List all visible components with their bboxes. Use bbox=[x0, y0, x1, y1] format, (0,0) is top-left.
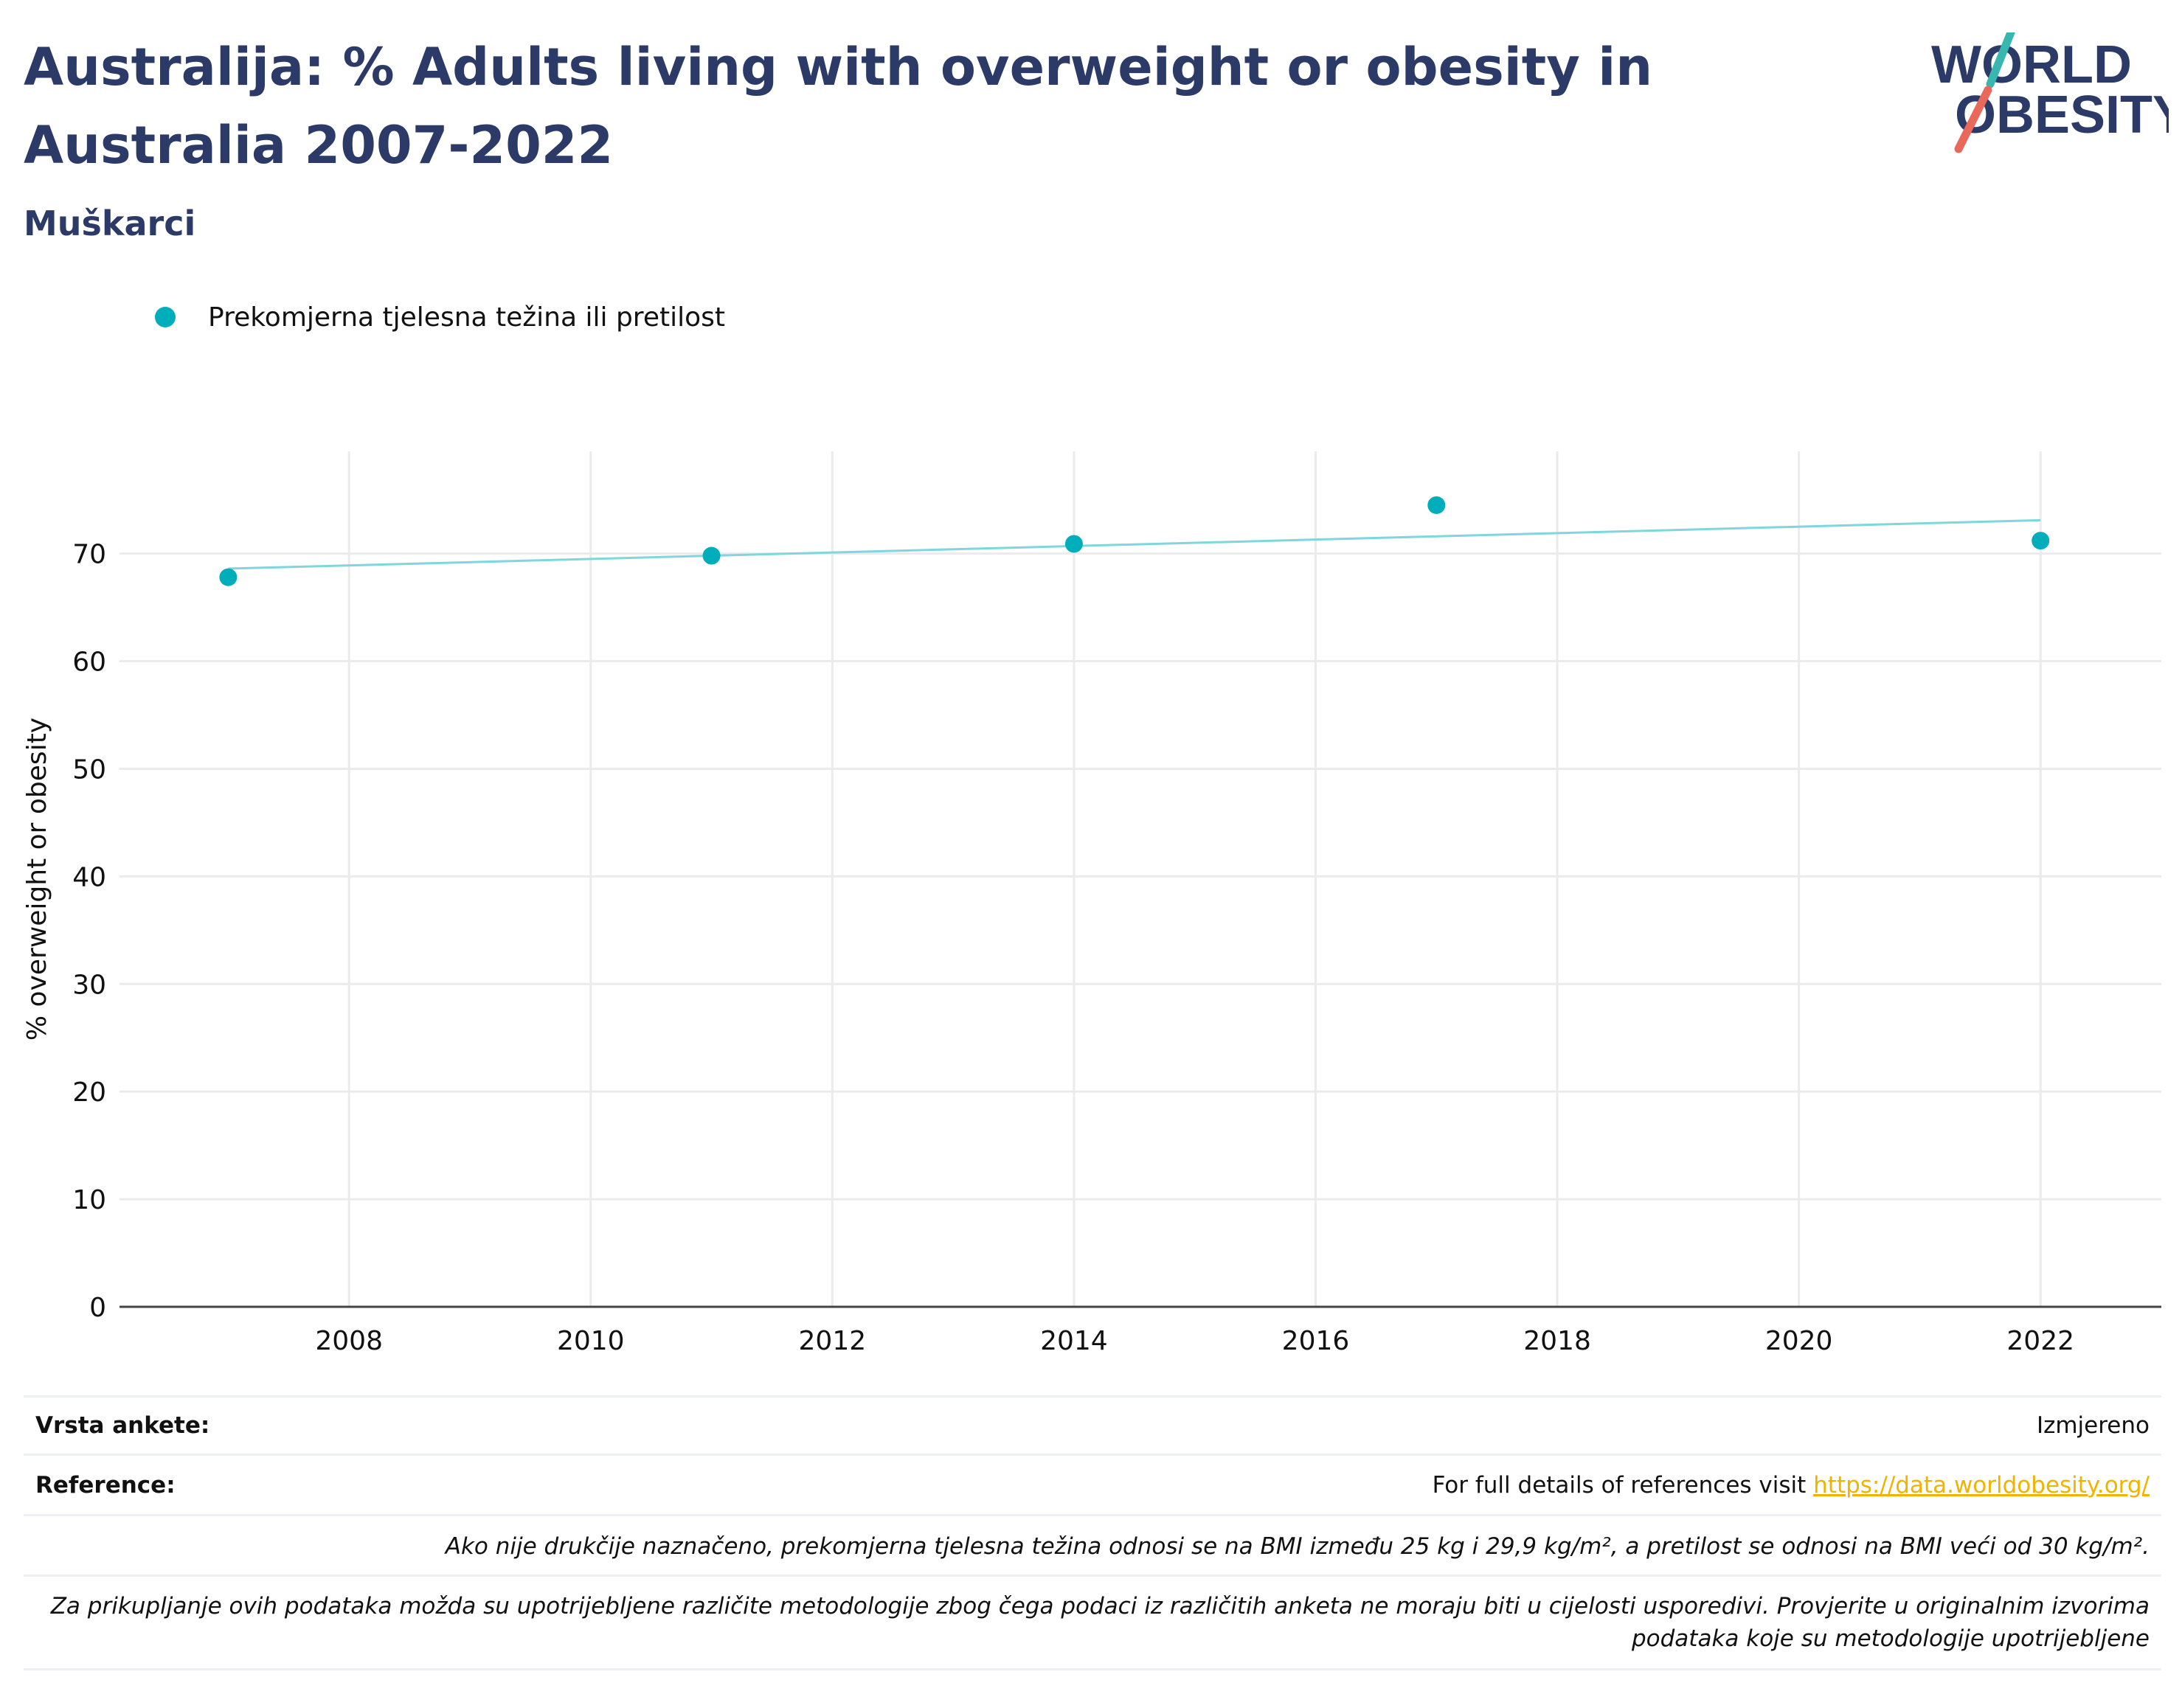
axis-layer: 0 10 20 30 40 50 60 70 2008 2010 2012 2014 2016 2018 2… bbox=[72, 540, 2161, 1356]
references-text: For full details of references visit bbox=[1432, 1471, 1814, 1499]
y-tick-label: 0 bbox=[89, 1293, 106, 1323]
grid-layer bbox=[120, 451, 2161, 1307]
points-layer bbox=[219, 496, 2050, 586]
y-tick-label: 50 bbox=[72, 754, 106, 785]
trend-layer bbox=[228, 518, 2041, 570]
y-tick-label: 30 bbox=[72, 970, 106, 1000]
trend-line bbox=[228, 518, 2041, 570]
scatter-chart: 0 10 20 30 40 50 60 70 2008 2010 2012 2014 2016 2018 2… bbox=[22, 451, 2161, 1356]
x-tick-label: 2012 bbox=[799, 1326, 867, 1356]
references-row: Reference: For full details of reference… bbox=[24, 1456, 2161, 1516]
legend-label: Prekomjerna tjelesna težina ili pretilos… bbox=[208, 302, 725, 333]
data-point bbox=[702, 546, 721, 565]
chart-subtitle: Muškarci bbox=[24, 204, 196, 243]
survey-type-label: Vrsta ankete: bbox=[35, 1412, 210, 1439]
data-point bbox=[1064, 535, 1083, 553]
x-tick-label: 2016 bbox=[1282, 1326, 1350, 1356]
world-obesity-logo: WORLD OBESITY bbox=[1931, 32, 2169, 153]
y-tick-label: 10 bbox=[72, 1185, 106, 1215]
y-axis-label: % overweight or obesity bbox=[22, 718, 52, 1041]
methodology-note-line2: podataka koje su metodologije upotrijebl… bbox=[1631, 1625, 2150, 1652]
x-tick-label: 2018 bbox=[1523, 1326, 1591, 1356]
x-tick-label: 2022 bbox=[2006, 1326, 2074, 1356]
data-point bbox=[2032, 532, 2050, 550]
logo-word-obesity: OBESITY bbox=[1955, 86, 2169, 145]
methodology-note-line1: Za prikupljanje ovih podataka možda su u… bbox=[50, 1593, 2150, 1620]
chart-title: Australija: % Adults living with overwei… bbox=[24, 37, 1653, 176]
survey-type-row: Vrsta ankete: Izmjereno bbox=[24, 1395, 2161, 1456]
references-text-wrap: For full details of references visit htt… bbox=[1433, 1472, 2150, 1499]
logo-slash-teal bbox=[1986, 32, 2015, 88]
logo-word-world: WORLD bbox=[1931, 35, 2132, 94]
data-point bbox=[1427, 496, 1446, 514]
references-label: Reference: bbox=[35, 1471, 176, 1499]
data-point bbox=[219, 568, 238, 586]
logo-slash-coral bbox=[1954, 86, 1992, 153]
definition-note: Ako nije drukčije naznačeno, prekomjerna… bbox=[24, 1516, 2161, 1577]
x-tick-label: 2008 bbox=[315, 1326, 383, 1356]
methodology-note: Za prikupljanje ovih podataka možda su u… bbox=[24, 1577, 2161, 1670]
y-tick-label: 20 bbox=[72, 1077, 106, 1108]
legend-marker bbox=[155, 307, 176, 327]
survey-type-value: Izmjereno bbox=[2036, 1412, 2150, 1439]
footer: Vrsta ankete: Izmjereno Reference: For f… bbox=[24, 1395, 2161, 1670]
y-tick-label: 60 bbox=[72, 648, 106, 678]
y-tick-label: 40 bbox=[72, 862, 106, 892]
y-tick-label: 70 bbox=[72, 540, 106, 570]
x-tick-label: 2020 bbox=[1765, 1326, 1833, 1356]
x-tick-label: 2014 bbox=[1040, 1326, 1108, 1356]
references-link[interactable]: https://data.worldobesity.org/ bbox=[1813, 1471, 2150, 1499]
x-tick-label: 2010 bbox=[557, 1326, 625, 1356]
chart-legend[interactable]: Prekomjerna tjelesna težina ili pretilos… bbox=[155, 295, 725, 339]
